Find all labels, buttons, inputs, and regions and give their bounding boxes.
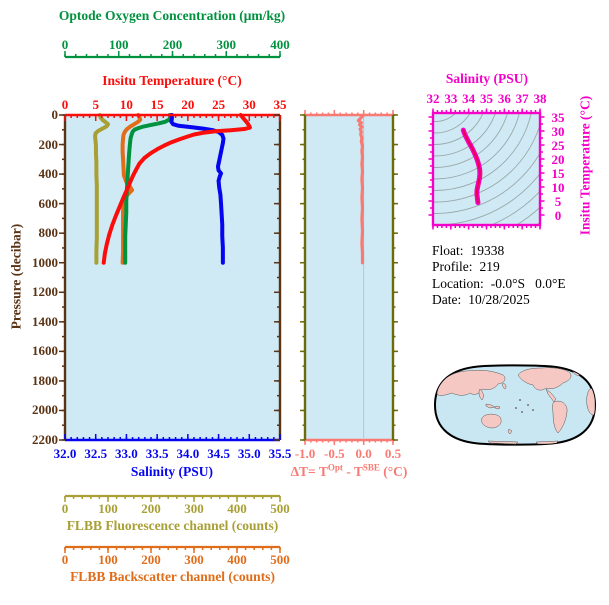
ts-salinity-axis-title: Salinity (PSU) [445, 71, 529, 86]
isopycnal-contours [434, 114, 539, 224]
backscatter-curve [120, 113, 143, 265]
date-row: Date: 10/28/2025 [432, 292, 566, 308]
delta-t-panel-background [305, 115, 393, 440]
profile-label: Profile: [432, 259, 473, 275]
oxygen-axis-title: Optode Oxygen Concentration (μm/kg) [58, 8, 286, 23]
ts-temperature-axis-title: Insitu Temperature (°C) [577, 95, 593, 236]
temperature-curve [101, 113, 252, 265]
backscatter-axis-title: FLBB Backscatter channel (counts) [70, 569, 275, 584]
map-landmasses [436, 367, 595, 445]
temperature-axis-title: Insitu Temperature (°C) [102, 73, 242, 88]
location-row: Location: -0.0°S 0.0°E [432, 276, 566, 292]
ts-curve-core [462, 129, 481, 204]
date-value: 10/28/2025 [468, 292, 530, 308]
profile-value: 219 [479, 259, 500, 275]
float-label: Float: [432, 243, 464, 258]
date-label: Date: [432, 292, 462, 308]
pressure-axis-title: Pressure (decibar) [8, 223, 24, 330]
location-value: -0.0°S 0.0°E [490, 275, 566, 291]
world-map [433, 364, 597, 446]
oxygen-curve [123, 113, 173, 265]
ts-panel-background [433, 113, 540, 225]
float-value: 19338 [470, 243, 505, 258]
fluorescence-curve [93, 113, 110, 265]
location-label: Location: [432, 275, 484, 291]
float-info-block: Float: 19338 Profile: 219 Location: -0.0°S … [432, 243, 566, 309]
float-id-row: Float: 19338 [432, 243, 566, 259]
profile-panel-background [65, 115, 280, 440]
fluorescence-axis-title: FLBB Fluorescence channel (counts) [66, 518, 279, 533]
delta-t-curve [356, 113, 366, 265]
profile-row: Profile: 219 [432, 259, 566, 275]
delta-t-axis-title: ΔT= TOpt - TSBE (°C) [290, 462, 408, 479]
salinity-curve [169, 113, 226, 265]
salinity-axis-title: Salinity (PSU) [130, 464, 214, 479]
